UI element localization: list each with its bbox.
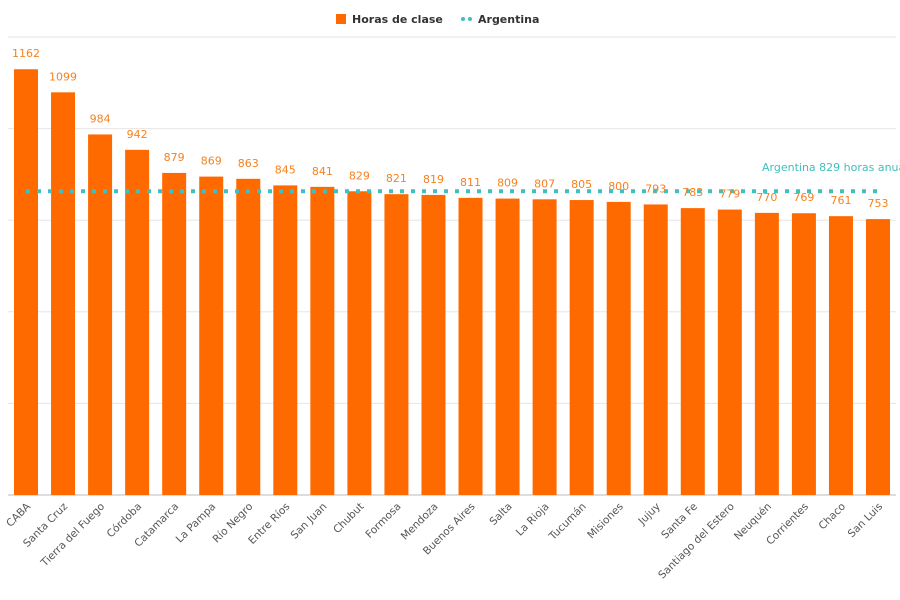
bar — [51, 92, 76, 495]
bar — [495, 198, 520, 495]
bar — [458, 197, 483, 495]
legend-label-bar: Horas de clase — [352, 13, 443, 26]
data-label: 829 — [349, 169, 370, 182]
bar — [88, 134, 113, 495]
data-label: 809 — [497, 177, 518, 190]
category-label: San Juan — [289, 501, 330, 542]
data-label: 942 — [127, 128, 148, 141]
data-label: 869 — [201, 155, 222, 168]
bar — [643, 204, 668, 495]
bar — [569, 200, 594, 495]
data-label: 807 — [534, 177, 555, 190]
reference-annotation: Argentina 829 horas anuales — [762, 161, 900, 174]
data-label: 841 — [312, 165, 333, 178]
bar — [866, 219, 890, 495]
bar — [14, 69, 38, 496]
bar — [310, 186, 335, 495]
data-label: 761 — [830, 194, 851, 207]
data-label: 1162 — [12, 47, 40, 60]
data-label: 779 — [719, 188, 740, 201]
category-label: Salta — [487, 501, 514, 528]
bar — [421, 194, 446, 495]
bar — [606, 201, 631, 495]
bar — [347, 191, 372, 495]
data-label: 984 — [90, 112, 111, 125]
data-label: 805 — [571, 178, 592, 191]
bar — [273, 185, 298, 495]
data-label: 863 — [238, 157, 259, 170]
data-label: 800 — [608, 180, 629, 193]
category-label: Jujuy — [636, 501, 663, 528]
data-label: 783 — [682, 186, 703, 199]
bar — [828, 216, 853, 495]
bar — [680, 208, 705, 495]
bar — [162, 172, 187, 496]
bar — [199, 176, 224, 496]
data-label: 770 — [756, 191, 777, 204]
data-label: 753 — [868, 197, 889, 210]
legend-swatch-line-dot — [468, 17, 472, 21]
data-label: 819 — [423, 173, 444, 186]
category-label: Tucumán — [546, 501, 589, 544]
category-label: Misiones — [585, 501, 626, 542]
category-label: Formosa — [363, 501, 403, 541]
data-label: 1099 — [49, 70, 77, 83]
category-label: La Rioja — [514, 501, 552, 539]
bar — [791, 213, 816, 495]
bar — [754, 212, 779, 495]
bar — [532, 199, 557, 496]
data-label: 769 — [793, 191, 814, 204]
bar — [236, 178, 261, 495]
category-label: Chubut — [331, 501, 366, 536]
bar — [717, 209, 742, 495]
category-label: CABA — [4, 500, 33, 529]
legend-swatch-bar — [336, 14, 346, 24]
bar — [125, 149, 150, 495]
category-label: Chaco — [817, 501, 849, 533]
category-label: Santiago del Estero — [656, 501, 737, 582]
category-label: San Luis — [846, 501, 885, 540]
legend-label-line: Argentina — [478, 13, 539, 26]
bar — [384, 194, 409, 495]
data-label: 845 — [275, 163, 296, 176]
category-label: Tierra del Fuego — [38, 501, 107, 570]
data-label: 793 — [645, 182, 666, 195]
data-label: 821 — [386, 172, 407, 185]
legend-swatch-line-dot — [461, 17, 465, 21]
data-label: 879 — [164, 151, 185, 164]
legend: Horas de clase Argentina — [336, 13, 539, 26]
data-label: 811 — [460, 176, 481, 189]
